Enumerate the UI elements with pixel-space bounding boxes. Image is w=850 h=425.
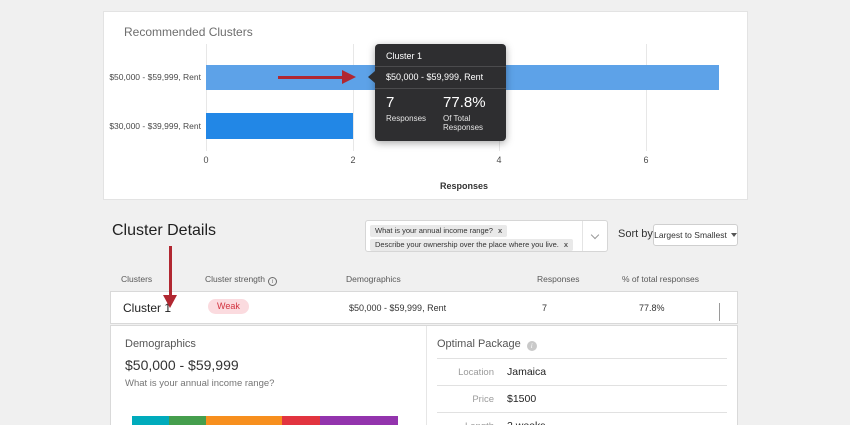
- demographic-segment[interactable]: [282, 416, 320, 425]
- sort-dropdown[interactable]: Largest to Smallest: [653, 224, 738, 246]
- col-header-strength: Cluster strength i: [205, 274, 277, 286]
- col-header-pct: % of total responses: [622, 274, 700, 284]
- tooltip-title: Cluster 1: [375, 44, 506, 67]
- demographics-question: What is your annual income range?: [125, 378, 275, 389]
- x-tick: 4: [496, 155, 502, 165]
- caret-down-icon: [730, 233, 737, 237]
- package-row-value: 2 weeks: [507, 420, 546, 425]
- y-axis-label: $30,000 - $39,999, Rent: [109, 121, 201, 131]
- optimal-package-title: Optimal Package i: [437, 338, 537, 351]
- gridline: [646, 44, 647, 151]
- demographic-segment[interactable]: [169, 416, 207, 425]
- sort-dropdown-value: Largest to Smallest: [654, 230, 727, 240]
- package-row-label: Length: [437, 421, 507, 425]
- recommended-clusters-card: Recommended Clusters $50,000 - $59,999, …: [103, 11, 748, 200]
- bar-cluster-2[interactable]: [206, 113, 353, 139]
- demographics-panel-title: Demographics: [125, 338, 196, 350]
- chevron-down-icon: [590, 230, 600, 239]
- x-tick: 2: [350, 155, 356, 165]
- sort-by-label: Sort by: [618, 228, 653, 240]
- expand-row-button[interactable]: [719, 303, 720, 321]
- chart-title: Recommended Clusters: [124, 25, 253, 39]
- package-row-value: Jamaica: [507, 366, 547, 378]
- questions-multiselect[interactable]: What is your annual income range? x Descr…: [365, 220, 608, 252]
- chart-tooltip: Cluster 1 $50,000 - $59,999, Rent 7 Resp…: [368, 44, 506, 142]
- x-tick: 0: [203, 155, 209, 165]
- col-header-clusters: Clusters: [121, 274, 153, 284]
- info-icon[interactable]: i: [268, 277, 277, 286]
- tooltip-responses-value: 7: [386, 94, 395, 111]
- y-axis-label: $50,000 - $59,999, Rent: [109, 72, 201, 82]
- remove-tag-icon[interactable]: x: [563, 240, 569, 249]
- package-row-label: Location: [458, 366, 494, 378]
- panel-divider: [426, 326, 427, 425]
- x-tick: 6: [643, 155, 649, 165]
- gridline: [353, 44, 354, 151]
- strength-badge: Weak: [208, 299, 249, 314]
- row-pct: 77.8%: [639, 303, 665, 313]
- filter-tag[interactable]: What is your annual income range? x: [370, 225, 508, 237]
- row-responses: 7: [542, 303, 548, 313]
- demographics-distribution-bar: [132, 416, 398, 425]
- demographic-segment[interactable]: [132, 416, 170, 425]
- cluster-name: Cluster 1: [123, 301, 172, 315]
- package-row: Price $1500: [437, 385, 727, 412]
- gridline: [206, 44, 207, 151]
- tooltip-pct-value: 77.8%: [443, 94, 486, 111]
- cluster-detail-panel: Demographics $50,000 - $59,999 What is y…: [110, 325, 738, 425]
- tooltip-responses-label: Responses: [386, 114, 427, 124]
- tooltip-stats: 7 Responses 77.8% Of Total Responses: [375, 89, 506, 141]
- tooltip-subtitle: $50,000 - $59,999, Rent: [375, 67, 506, 89]
- row-demographics: $50,000 - $59,999, Rent: [349, 303, 447, 313]
- cluster-details-heading: Cluster Details: [112, 222, 217, 239]
- multiselect-dropdown-toggle[interactable]: [582, 221, 607, 251]
- optimal-package-title-label: Optimal Package: [437, 338, 521, 350]
- col-header-strength-label: Cluster strength: [205, 274, 265, 284]
- remove-tag-icon[interactable]: x: [497, 226, 503, 235]
- package-row-label: Price: [472, 393, 494, 405]
- package-row: Length 2 weeks: [437, 412, 727, 425]
- demographic-segment[interactable]: [319, 416, 398, 425]
- annotation-arrow-right: [278, 76, 344, 79]
- col-header-demographics: Demographics: [346, 274, 401, 284]
- chevron-down-icon: [719, 303, 720, 321]
- optimal-package-table: Location Jamaica Price $1500 Length 2 we…: [437, 358, 727, 425]
- annotation-arrow-down: [169, 246, 172, 296]
- cluster-row[interactable]: Cluster 1 Weak $50,000 - $59,999, Rent 7…: [110, 291, 738, 324]
- filter-tag-label: What is your annual income range?: [375, 226, 493, 235]
- info-icon[interactable]: i: [526, 341, 537, 351]
- package-row: Location Jamaica: [437, 358, 727, 385]
- package-row-value: $1500: [507, 393, 537, 405]
- demographic-segment[interactable]: [206, 416, 283, 425]
- tooltip-pct-label: Of Total Responses: [443, 114, 484, 133]
- col-header-responses: Responses: [537, 274, 580, 284]
- tooltip-pointer-icon: [368, 71, 375, 83]
- annotation-arrow-right-head: [342, 70, 356, 84]
- filter-tag-label: Describe your ownership over the place w…: [375, 240, 559, 249]
- demographics-value: $50,000 - $59,999: [125, 357, 239, 373]
- annotation-arrow-down-head: [163, 295, 177, 308]
- filter-tag[interactable]: Describe your ownership over the place w…: [370, 239, 574, 251]
- x-axis-title: Responses: [439, 181, 489, 191]
